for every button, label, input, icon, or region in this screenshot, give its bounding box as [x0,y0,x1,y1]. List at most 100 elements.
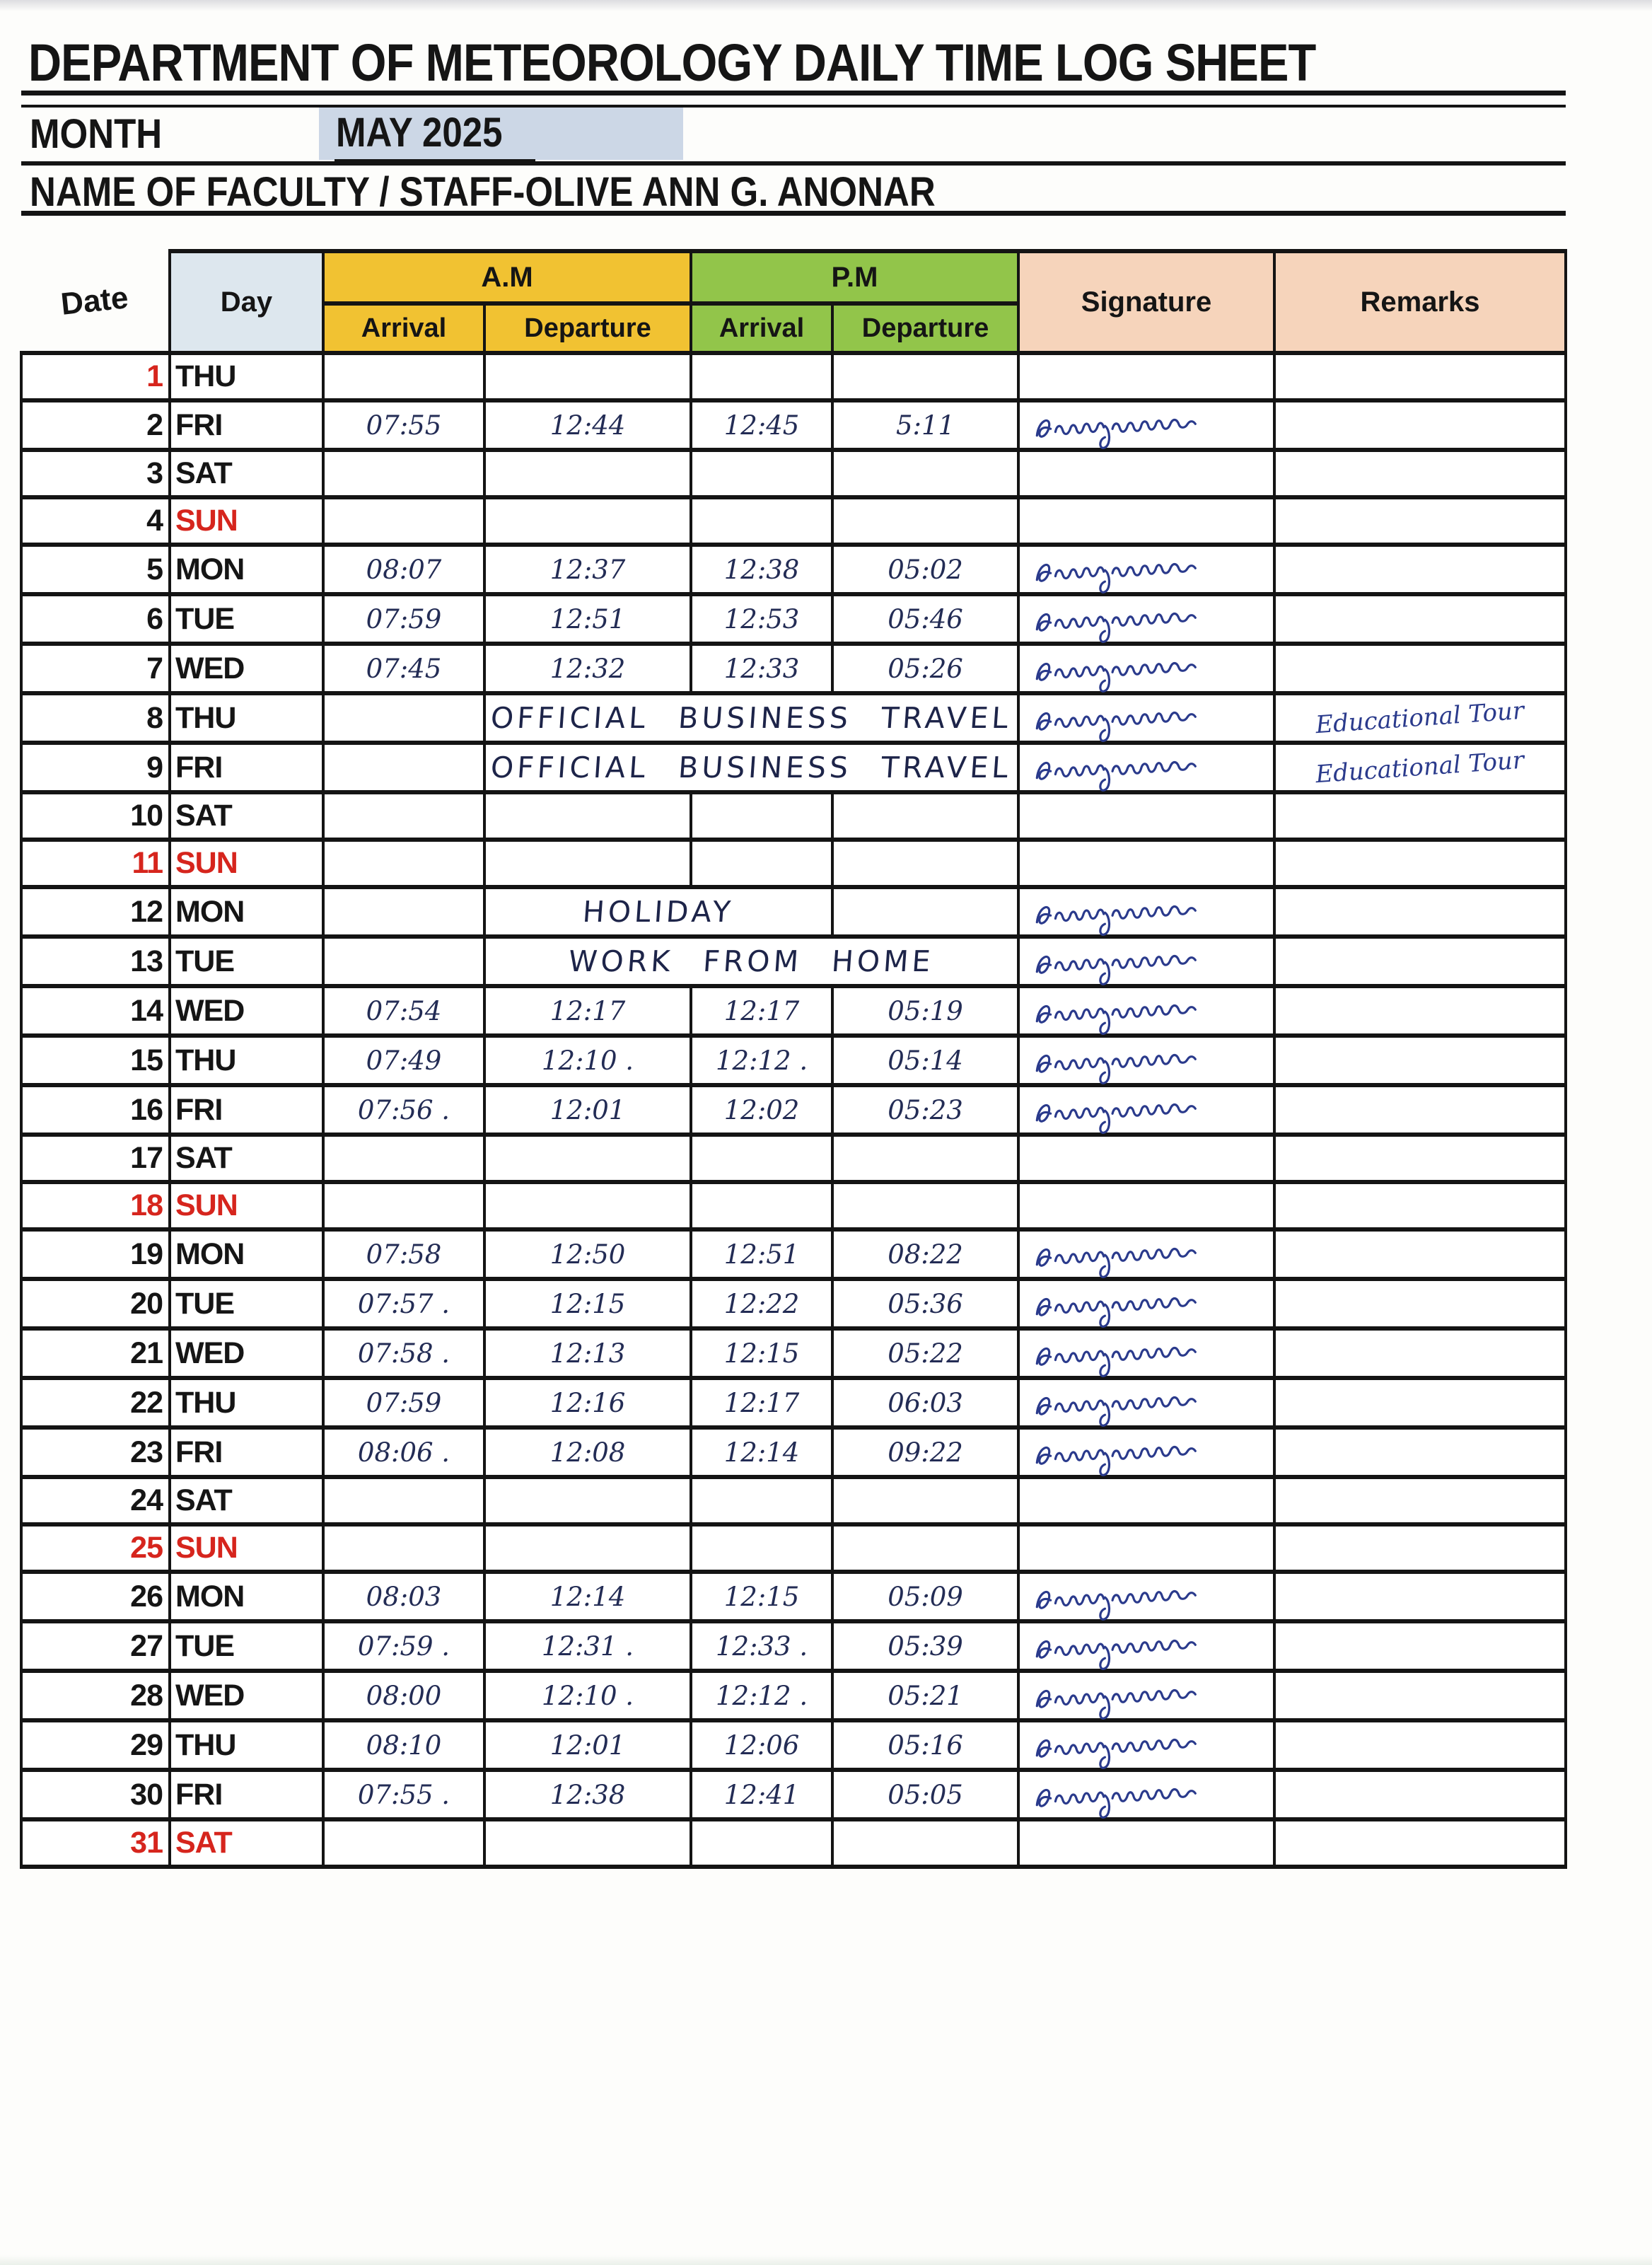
day-cell: FRI [168,1083,325,1137]
column-header-remarks: Remarks [1273,249,1568,355]
pm-departure-cell [831,885,1020,939]
am-departure-cell: 12:16 [482,1376,693,1430]
log-row: 9 FRI OFFICIAL BUSINESS TRAVEL Educational… [20,741,1568,794]
am-arrival-cell-text: 07:59 [366,603,442,635]
day-cell-text: TUE [175,1286,235,1321]
pm-arrival-cell: 12:14 [690,1425,834,1479]
pm-arrival-cell-text: 12:17 [723,1387,800,1418]
pm-arrival-cell [690,1180,834,1232]
log-row: 7 WED 07:45 12:32 12:33 05:26 [20,642,1568,695]
span-entry-cell: OFFICIAL BUSINESS TRAVEL [482,741,1020,794]
date-cell-text: 15 [130,1043,163,1077]
am-departure-cell: 12:38 [482,1768,693,1821]
am-arrival-cell: 07:58 [322,1227,486,1281]
column-header-pm-arrival: Arrival [690,301,834,355]
document-title: DEPARTMENT OF METEOROLOGY DAILY TIME LOG… [28,33,1491,93]
am-arrival-cell-text: 08:10 [366,1730,442,1761]
pm-arrival-cell: 12:33 [690,642,834,695]
pm-arrival-cell [690,838,834,889]
log-row: 28 WED 08:00 12:10 . 12:12 . 05:21 [20,1669,1568,1722]
am-departure-cell-text: 12:10 . [541,1045,634,1076]
log-row: 24 SAT [20,1475,1568,1527]
document-title-text: DEPARTMENT OF METEOROLOGY DAILY TIME LOG… [28,33,1316,92]
pm-departure-cell: 05:19 [831,984,1020,1038]
pm-departure-cell-text: 05:21 [888,1680,963,1711]
signature-scribble [1035,1346,1197,1377]
log-row: 26 MON 08:03 12:14 12:15 05:09 [20,1570,1568,1623]
am-departure-cell: 12:50 [482,1227,693,1281]
signature-scribble [1035,1445,1197,1476]
remarks-cell [1273,1083,1568,1137]
remarks-cell [1273,1570,1568,1623]
day-cell: WED [168,1326,325,1380]
pm-arrival-cell-text: 12:06 [723,1730,800,1761]
pm-arrival-cell-text: 12:15 [723,1338,800,1369]
column-header-pm-departure: Departure [831,301,1020,355]
date-cell: 3 [20,448,171,499]
remarks-cell [1273,934,1568,988]
signature-scribble [1035,1053,1197,1084]
remarks-cell-text: Educational Tour [1315,696,1525,740]
pm-arrival-cell: 12:12 . [690,1669,834,1722]
am-departure-cell-text: 12:50 [549,1239,626,1270]
remarks-cell [1273,642,1568,695]
am-arrival-cell [322,885,486,939]
date-cell: 17 [20,1132,171,1184]
remarks-cell-text: Educational Tour [1315,746,1525,789]
remarks-cell [1273,495,1568,547]
date-cell-text: 25 [130,1531,163,1565]
day-cell-text: THU [175,359,236,393]
date-cell: 27 [20,1619,171,1673]
am-departure-cell: 12:10 . [482,1669,693,1722]
span-entry-cell: HOLIDAY [482,885,834,939]
pm-departure-cell [831,1475,1020,1527]
am-departure-cell-text: 12:10 . [541,1680,634,1711]
date-cell: 28 [20,1669,171,1722]
remarks-cell [1273,351,1568,402]
log-row: 1 THU [20,351,1568,402]
day-cell: MON [168,1227,325,1281]
am-arrival-cell-text: 08:07 [366,554,442,585]
day-cell: SUN [168,1522,325,1574]
date-cell: 21 [20,1326,171,1380]
date-cell-text: 12 [130,894,163,929]
am-arrival-cell: 07:49 [322,1033,486,1087]
am-departure-cell-text: 12:17 [549,995,626,1026]
pm-departure-cell-text: 05:05 [888,1779,963,1810]
pm-departure-cell-text: 05:22 [888,1338,963,1369]
am-arrival-cell [322,691,486,745]
date-cell-text: 13 [130,944,163,978]
signature-cell [1017,1425,1276,1479]
signature-cell [1017,790,1276,842]
pm-departure-cell-text: 05:02 [888,554,963,585]
am-departure-cell [482,1522,693,1574]
table-header: Date Day A.M P.M Signature Remarks Arriv… [21,249,1568,355]
date-cell: 16 [20,1083,171,1137]
pm-arrival-cell [690,790,834,842]
day-cell-text: SAT [175,799,233,833]
am-departure-cell: 12:31 . [482,1619,693,1673]
am-arrival-cell [322,1475,486,1527]
pm-arrival-cell [690,1475,834,1527]
day-cell: TUE [168,1619,325,1673]
date-cell-text: 11 [132,846,163,880]
remarks-cell [1273,1817,1568,1869]
pm-arrival-cell: 12:53 [690,592,834,646]
day-cell-text: FRI [175,1092,223,1127]
am-arrival-cell: 08:03 [322,1570,486,1623]
day-cell-text: TUE [175,944,235,978]
am-arrival-cell [322,741,486,794]
date-cell-text: 17 [130,1141,163,1175]
pm-departure-cell: 06:03 [831,1376,1020,1430]
date-cell-text: 9 [146,750,163,784]
log-row: 8 THU OFFICIAL BUSINESS TRAVEL Educational… [20,691,1568,745]
pm-arrival-cell: 12:17 [690,984,834,1038]
remarks-cell: Educational Tour [1273,691,1568,745]
pm-departure-cell-text: 09:22 [888,1437,963,1468]
day-cell-text: SUN [175,504,238,538]
day-cell-text: TUE [175,1628,235,1663]
am-departure-cell-text: 12:51 [549,603,626,635]
day-cell-text: SAT [175,456,233,490]
pm-arrival-cell: 12:38 [690,543,834,596]
column-header-am-arrival: Arrival [322,301,486,355]
